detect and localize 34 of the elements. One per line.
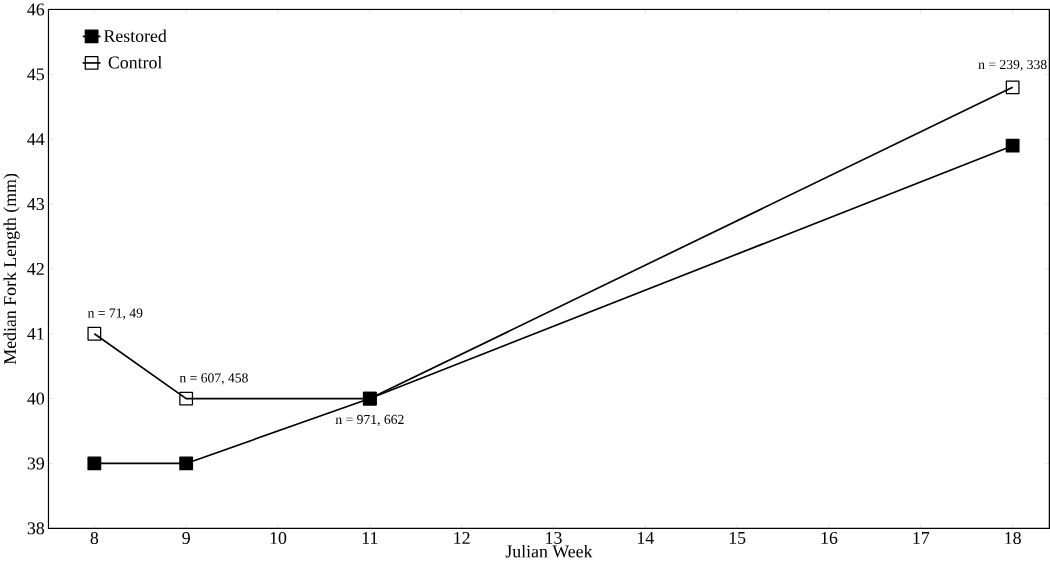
x-axis-title: Julian Week <box>505 544 593 558</box>
point <box>1005 138 1020 153</box>
y-tick-label: 43 <box>27 198 45 211</box>
annotation: n = 71, 49 <box>87 308 143 320</box>
x-tick-label: 9 <box>182 531 190 544</box>
point <box>179 456 194 471</box>
y-tick-label: 41 <box>27 327 44 340</box>
x-tick-label: 11 <box>362 531 378 544</box>
y-tick-label: 39 <box>27 457 44 470</box>
point <box>87 326 102 341</box>
legend-label: Restored <box>103 29 167 42</box>
x-tick-label: 14 <box>637 531 654 544</box>
y-tick-label: 42 <box>27 262 44 275</box>
x-tick-label: 15 <box>729 531 746 544</box>
x-tick-label: 12 <box>454 531 470 544</box>
x-tick-label: 10 <box>270 531 287 545</box>
y-tick-label: 40 <box>27 392 45 405</box>
point <box>87 456 102 471</box>
annotation: n = 607, 458 <box>179 373 248 385</box>
annotation: n = 239, 338 <box>978 59 1047 72</box>
y-tick-label: 44 <box>27 133 45 146</box>
x-tick-label: 17 <box>913 531 930 544</box>
x-tick-label: 18 <box>1005 531 1021 545</box>
x-tick-label: 8 <box>90 531 99 545</box>
x-tick-label: 16 <box>821 531 838 544</box>
y-tick-label: 45 <box>27 68 45 81</box>
x-tick-label: 13 <box>546 531 562 544</box>
annotation: n = 971, 662 <box>335 414 404 426</box>
point <box>1005 80 1020 95</box>
legend-label: Control <box>108 55 163 69</box>
y-axis-title: Median Fork Length (mm) <box>3 173 20 365</box>
point <box>179 391 194 406</box>
y-tick-label: 38 <box>27 522 45 535</box>
y-tick-label: 46 <box>27 3 45 16</box>
